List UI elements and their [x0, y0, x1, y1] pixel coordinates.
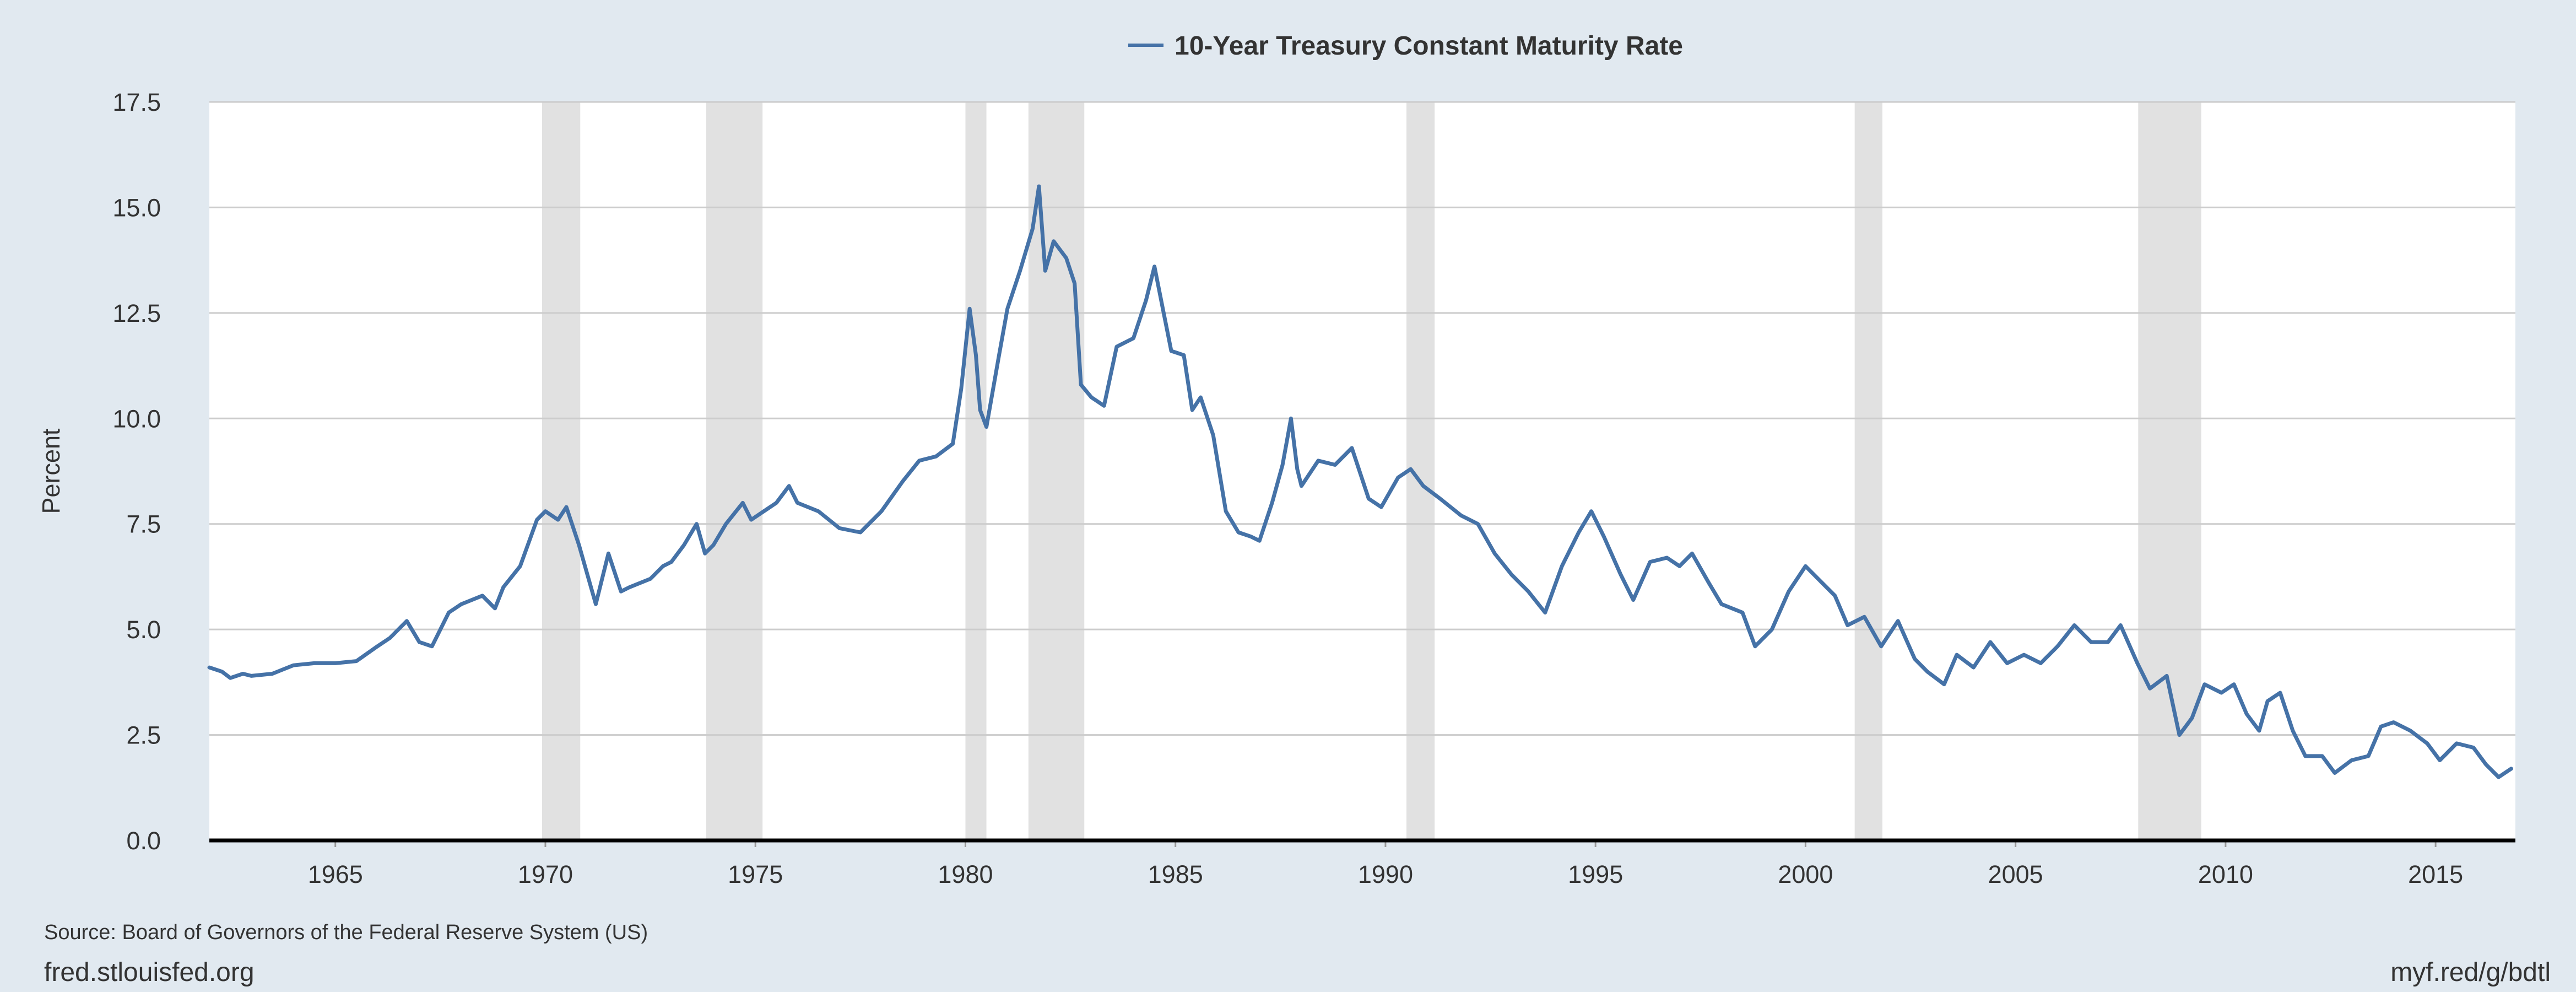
x-tick-label: 1970 [518, 860, 573, 888]
grid-lines [209, 101, 2515, 736]
y-axis-ticks: 0.0 2.5 5.0 7.5 10.0 12.5 15.0 17.5 [112, 88, 161, 855]
y-tick-label: 12.5 [112, 299, 161, 327]
y-tick-label: 17.5 [112, 88, 161, 116]
recession-band-6 [2138, 102, 2201, 840]
y-tick-label: 0.0 [126, 827, 161, 855]
x-tick-label: 1980 [938, 860, 993, 888]
y-tick-label: 15.0 [112, 193, 161, 222]
x-tick-label: 1975 [728, 860, 783, 888]
x-tick-label: 1990 [1358, 860, 1413, 888]
x-axis-ticks: 1965 1970 1975 1980 1985 1990 1995 2000 2005 2010… [308, 840, 2463, 888]
recession-band-5 [1854, 102, 1882, 840]
x-tick-label: 2015 [2408, 860, 2463, 888]
legend-label: 10-Year Treasury Constant Maturity Rate [1175, 31, 1683, 61]
recession-bands [542, 102, 2201, 840]
plot-area [209, 102, 2515, 840]
x-tick-label: 1995 [1568, 860, 1623, 888]
recession-band-2 [965, 102, 987, 840]
y-axis-title: Percent [37, 428, 65, 514]
y-tick-label: 5.0 [126, 616, 161, 644]
footer-site-link[interactable]: fred.stlouisfed.org [44, 958, 255, 987]
source-note: Source: Board of Governors of the Federa… [44, 921, 648, 944]
x-tick-label: 1965 [308, 860, 363, 888]
recession-band-0 [542, 102, 581, 840]
x-tick-label: 1985 [1148, 860, 1203, 888]
recession-band-1 [706, 102, 763, 840]
recession-band-3 [1028, 102, 1085, 840]
y-tick-label: 7.5 [126, 510, 161, 538]
footer-short-link[interactable]: myf.red/g/bdtl [2390, 958, 2551, 987]
x-tick-label: 2005 [1988, 860, 2043, 888]
y-tick-label: 10.0 [112, 405, 161, 433]
x-tick-label: 2010 [2198, 860, 2253, 888]
y-tick-label: 2.5 [126, 721, 161, 750]
legend[interactable]: 10-Year Treasury Constant Maturity Rate [1128, 31, 1683, 61]
x-tick-label: 2000 [1778, 860, 1833, 888]
series-line-10-year-treasury[interactable] [207, 184, 2513, 779]
